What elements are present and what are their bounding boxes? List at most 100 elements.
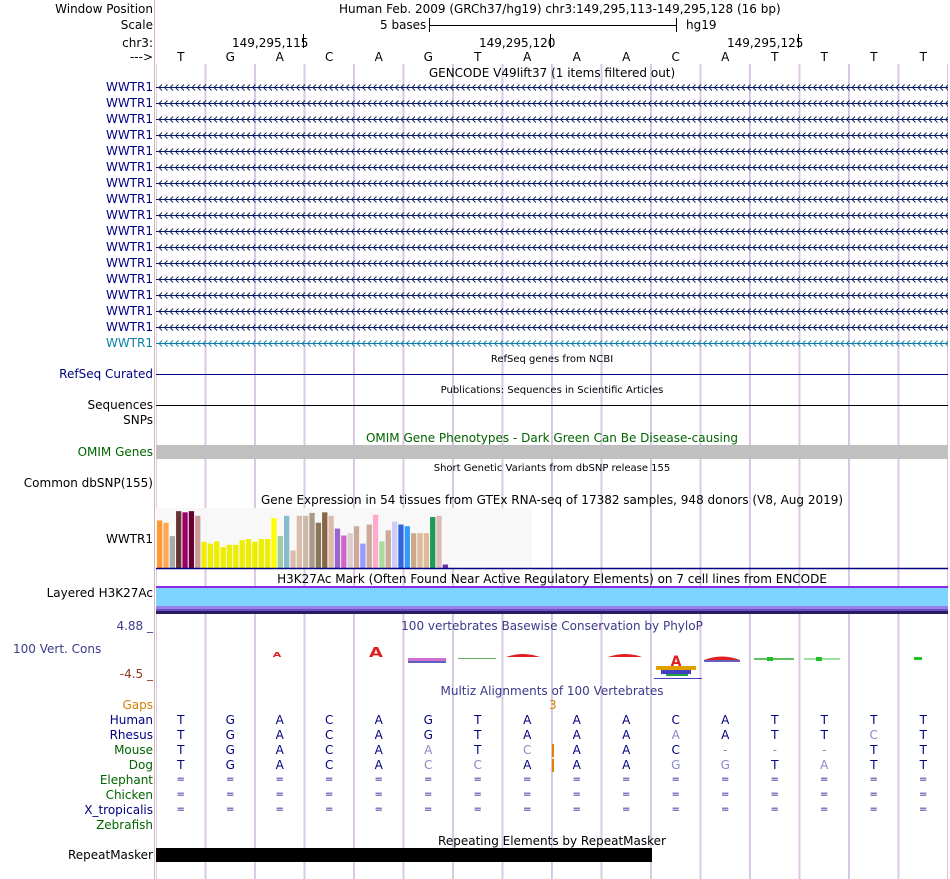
gencode-transcript-intron[interactable] xyxy=(156,129,948,141)
gtex-tissue-bar[interactable] xyxy=(334,528,341,568)
gtex-tissue-bar[interactable] xyxy=(201,541,207,568)
gtex-tissue-bar[interactable] xyxy=(258,539,264,568)
repeatmasker-element[interactable] xyxy=(156,848,652,862)
gencode-transcript-intron[interactable] xyxy=(156,97,948,109)
gtex-tissue-bar[interactable] xyxy=(417,533,423,568)
gencode-transcript-intron[interactable] xyxy=(156,209,948,221)
publications-sequences-label[interactable]: Sequences xyxy=(87,398,153,412)
gtex-tissue-bar[interactable] xyxy=(322,512,328,568)
gencode-transcript-label[interactable]: WWTR1 xyxy=(105,112,153,126)
gencode-transcript-intron[interactable] xyxy=(156,193,948,205)
phylop-conservation-logo[interactable]: A A A xyxy=(156,630,948,685)
gencode-transcript-label[interactable]: WWTR1 xyxy=(105,80,153,94)
gencode-transcript-label[interactable]: WWTR1 xyxy=(105,224,153,238)
multiz-species-label[interactable]: Rhesus xyxy=(109,728,153,742)
gtex-tissue-bar[interactable] xyxy=(430,516,436,568)
gencode-transcript-intron[interactable] xyxy=(156,321,948,333)
h3k27ac-track-title[interactable]: H3K27Ac Mark (Often Found Near Active Re… xyxy=(277,572,827,586)
gencode-transcript-label[interactable]: WWTR1 xyxy=(105,128,153,142)
repeatmasker-label[interactable]: RepeatMasker xyxy=(67,848,153,862)
dbsnp-track-title[interactable]: Short Genetic Variants from dbSNP releas… xyxy=(433,463,671,474)
multiz-species-label[interactable]: Elephant xyxy=(99,773,153,787)
multiz-species-label[interactable]: Mouse xyxy=(114,743,153,757)
gtex-tissue-bar[interactable] xyxy=(277,536,283,568)
gtex-tissue-bar[interactable] xyxy=(176,511,182,568)
gtex-tissue-bar[interactable] xyxy=(239,540,245,568)
gtex-tissue-bar[interactable] xyxy=(391,521,398,568)
gencode-transcript-label[interactable]: WWTR1 xyxy=(105,272,153,286)
gtex-tissue-bar[interactable] xyxy=(233,544,239,568)
gtex-tissue-bar[interactable] xyxy=(360,543,366,568)
gencode-transcript-label[interactable]: WWTR1 xyxy=(105,160,153,174)
gtex-tissue-bar[interactable] xyxy=(271,518,277,568)
gencode-transcript-intron[interactable] xyxy=(156,145,948,157)
multiz-species-label[interactable]: X_tropicalis xyxy=(84,803,153,817)
multiz-species-label[interactable]: Dog xyxy=(128,758,153,772)
multiz-species-label[interactable]: Human xyxy=(109,713,153,727)
gtex-tissue-bar[interactable] xyxy=(284,515,290,568)
gencode-transcript-intron[interactable] xyxy=(156,177,948,189)
gtex-tissue-bar[interactable] xyxy=(372,514,379,568)
gtex-tissue-bar[interactable] xyxy=(245,539,252,568)
gtex-tissue-bar[interactable] xyxy=(163,522,169,568)
gencode-transcript-intron[interactable] xyxy=(156,257,948,269)
gtex-tissue-bar[interactable] xyxy=(379,541,385,568)
gtex-tissue-bar[interactable] xyxy=(220,547,226,568)
gtex-tissue-bar[interactable] xyxy=(341,535,347,568)
multiz-species-label[interactable]: Chicken xyxy=(105,788,153,802)
gtex-tissue-bar[interactable] xyxy=(296,515,302,568)
publications-sequences-line[interactable] xyxy=(156,405,948,406)
h3k27ac-signal[interactable] xyxy=(156,586,948,614)
refseq-curated-line[interactable] xyxy=(156,374,948,375)
omim-track-title[interactable]: OMIM Gene Phenotypes - Dark Green Can Be… xyxy=(365,431,739,445)
publications-track-title[interactable]: Publications: Sequences in Scientific Ar… xyxy=(440,385,664,396)
omim-genes-label[interactable]: OMIM Genes xyxy=(77,445,153,459)
gtex-tissue-bar[interactable] xyxy=(182,512,188,568)
gencode-transcript-intron[interactable] xyxy=(156,241,948,253)
gencode-transcript-label[interactable]: WWTR1 xyxy=(105,304,153,318)
gtex-gene-label[interactable]: WWTR1 xyxy=(105,532,153,546)
omim-gene-bar[interactable] xyxy=(156,445,948,459)
gtex-tissue-bar[interactable] xyxy=(398,524,404,569)
multiz-track-title[interactable]: Multiz Alignments of 100 Vertebrates xyxy=(440,684,664,698)
common-dbsnp-label[interactable]: Common dbSNP(155) xyxy=(23,476,153,490)
gtex-track-title[interactable]: Gene Expression in 54 tissues from GTEx … xyxy=(260,493,844,507)
h3k27ac-label[interactable]: Layered H3K27Ac xyxy=(46,586,153,600)
gencode-transcript-label[interactable]: WWTR1 xyxy=(105,288,153,302)
gtex-tissue-bar[interactable] xyxy=(214,541,220,568)
refseq-curated-label[interactable]: RefSeq Curated xyxy=(59,367,153,381)
gencode-transcript-intron[interactable] xyxy=(156,337,948,349)
gtex-tissue-bar[interactable] xyxy=(226,544,233,568)
gtex-expression-chart[interactable] xyxy=(156,508,948,570)
gencode-transcript-intron[interactable] xyxy=(156,225,948,237)
gtex-tissue-bar[interactable] xyxy=(264,539,271,568)
gtex-tissue-bar[interactable] xyxy=(366,524,372,569)
gtex-tissue-bar[interactable] xyxy=(303,515,309,568)
repeatmasker-track-title[interactable]: Repeating Elements by RepeatMasker xyxy=(438,834,666,848)
gencode-transcript-intron[interactable] xyxy=(156,289,948,301)
multiz-species-label[interactable]: Zebrafish xyxy=(96,818,153,832)
gencode-transcript-label[interactable]: WWTR1 xyxy=(105,256,153,270)
gencode-transcript-label[interactable]: WWTR1 xyxy=(105,320,153,334)
gtex-tissue-bar[interactable] xyxy=(404,526,410,568)
gencode-transcript-label[interactable]: WWTR1 xyxy=(105,144,153,158)
gencode-transcript-label[interactable]: WWTR1 xyxy=(105,96,153,110)
gtex-tissue-bar[interactable] xyxy=(207,543,214,568)
gencode-transcript-label[interactable]: WWTR1 xyxy=(105,240,153,254)
gencode-transcript-label[interactable]: WWTR1 xyxy=(105,336,153,350)
gtex-tissue-bar[interactable] xyxy=(385,530,391,568)
phylop-track-title[interactable]: 100 vertebrates Basewise Conservation by… xyxy=(401,619,703,633)
gtex-tissue-bar[interactable] xyxy=(315,522,322,568)
gtex-tissue-bar[interactable] xyxy=(347,533,353,568)
vert-cons-label[interactable]: 100 Vert. Cons xyxy=(13,642,102,656)
publications-snps-label[interactable]: SNPs xyxy=(123,413,153,427)
gtex-tissue-bar[interactable] xyxy=(188,511,195,568)
gencode-transcript-label[interactable]: WWTR1 xyxy=(105,176,153,190)
gencode-transcript-label[interactable]: WWTR1 xyxy=(105,208,153,222)
gencode-track-title[interactable]: GENCODE V49lift37 (1 items filtered out) xyxy=(428,66,676,80)
gtex-tissue-bar[interactable] xyxy=(423,533,429,568)
gencode-transcript-label[interactable]: WWTR1 xyxy=(105,192,153,206)
gtex-tissue-bar[interactable] xyxy=(353,526,360,568)
gencode-transcript-intron[interactable] xyxy=(156,81,948,93)
